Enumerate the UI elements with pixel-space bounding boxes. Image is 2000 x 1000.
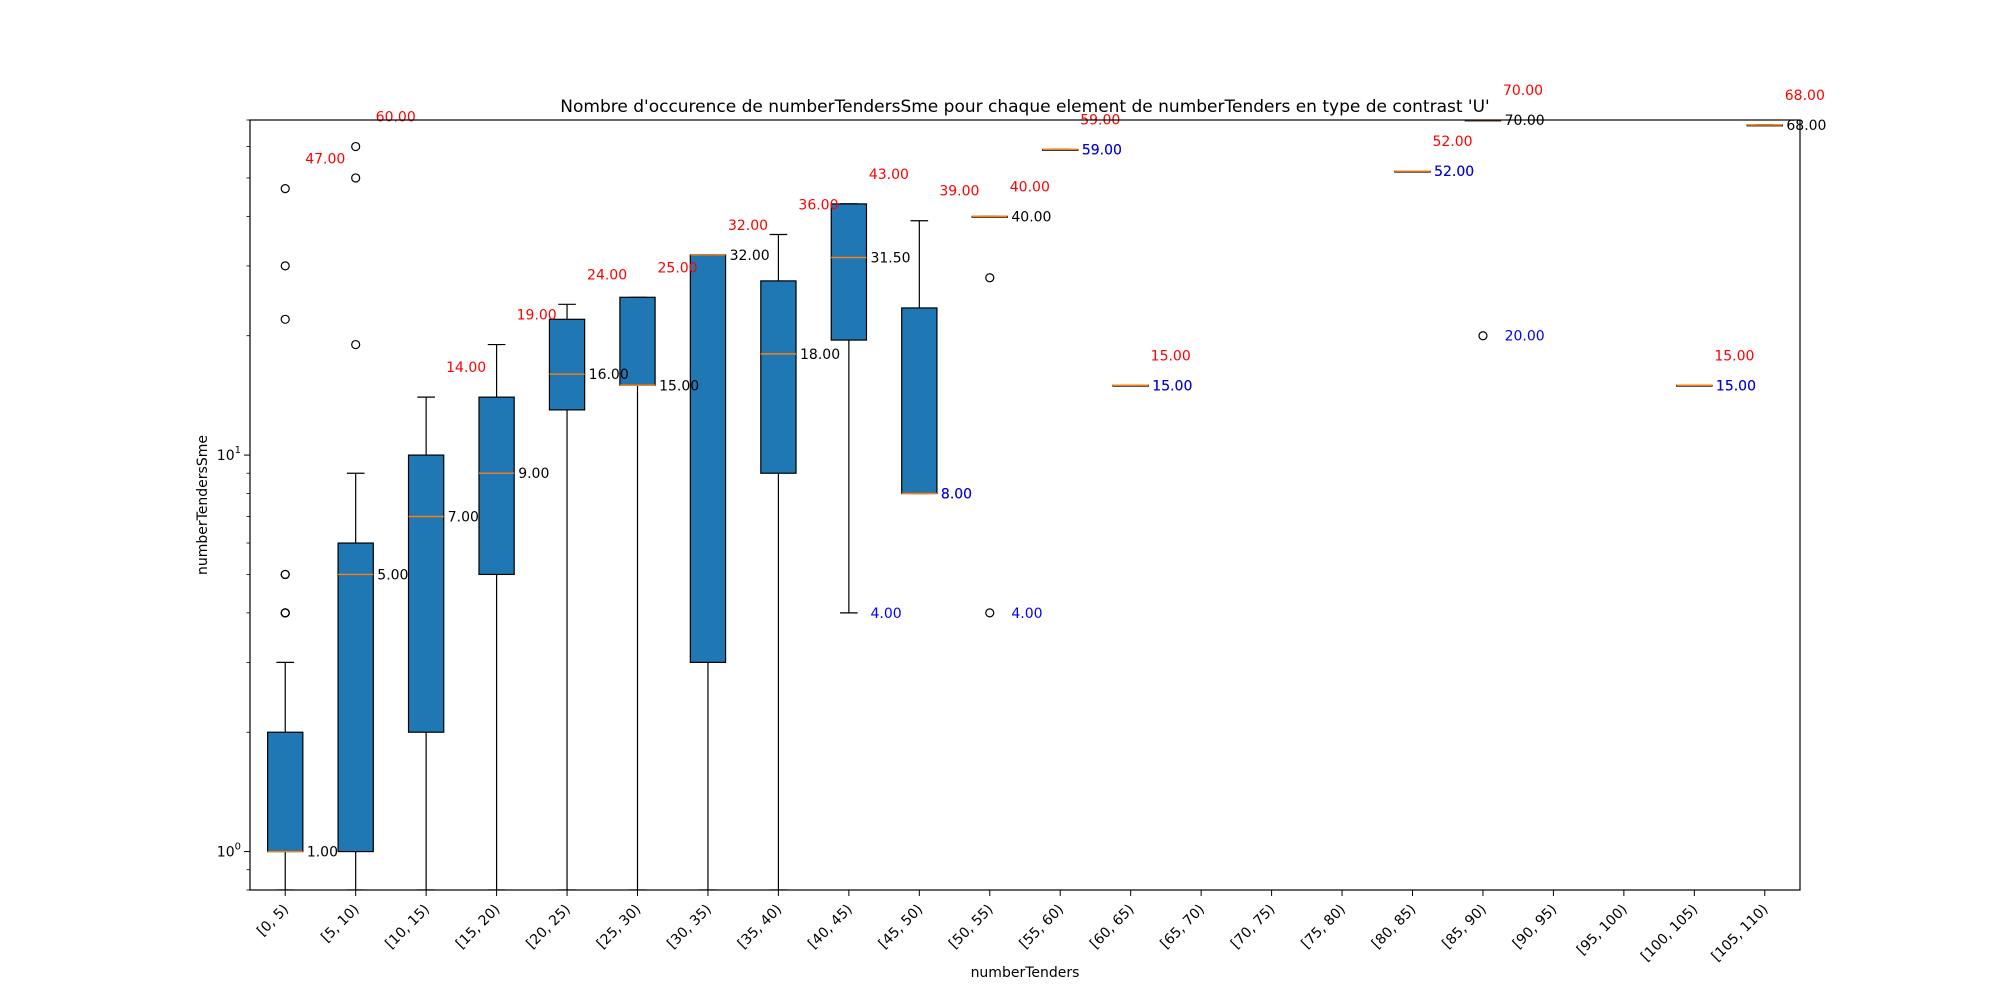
y-tick-label: 101 xyxy=(217,445,241,464)
x-tick-label: [25, 30) xyxy=(594,902,645,953)
x-tick-label: [55, 60) xyxy=(1017,902,1068,953)
x-tick-label: [85, 90) xyxy=(1439,902,1490,953)
max-label: 47.00 xyxy=(305,152,345,168)
max-label: 52.00 xyxy=(1433,134,1473,150)
axes-frame xyxy=(249,119,1801,891)
outlier-point xyxy=(985,273,995,283)
value-labels: 1.00 47.00 5.00 60.00 7.00 14.00 9.00 19.00 16.0… xyxy=(305,83,1826,861)
median-label: 15.00 xyxy=(659,378,699,394)
y-axis-label: numberTendersSme xyxy=(195,435,211,575)
box xyxy=(407,454,445,733)
y-axis: 100 101 xyxy=(217,119,250,891)
max-label: 43.00 xyxy=(869,167,909,183)
min-label: 15.00 xyxy=(1716,378,1756,394)
x-tick-label: [40, 45) xyxy=(805,902,856,953)
x-tick-label: [30, 35) xyxy=(664,902,715,953)
y-tick-label: 100 xyxy=(217,842,241,861)
max-label: 36.00 xyxy=(798,198,838,214)
outlier-point xyxy=(280,569,290,580)
max-label: 19.00 xyxy=(517,308,557,324)
max-label: 32.00 xyxy=(728,218,768,234)
outlier-point xyxy=(351,141,361,152)
x-tick-label: [70, 75) xyxy=(1228,902,1279,953)
max-label: 39.00 xyxy=(939,184,979,200)
median-label: 9.00 xyxy=(518,466,549,482)
max-label: 68.00 xyxy=(1785,88,1825,104)
outlier-point xyxy=(985,608,995,618)
median-label: 8.00 xyxy=(941,487,972,503)
median-label: 1.00 xyxy=(307,845,338,861)
box xyxy=(901,307,938,495)
max-label: 40.00 xyxy=(1010,179,1050,195)
x-axis: [0, 5) [5, 10) [10, 15) [15, 20) [20, 25) [25… xyxy=(254,890,1772,965)
min-label: 20.00 xyxy=(1505,329,1545,345)
median-label: 15.00 xyxy=(1152,378,1192,394)
max-label: 14.00 xyxy=(446,360,486,376)
x-tick-label: [75, 80) xyxy=(1298,902,1349,953)
min-label: 8.00 xyxy=(941,487,972,503)
x-tick-label: [35, 40) xyxy=(735,902,786,953)
x-tick-label: [50, 55) xyxy=(946,902,997,953)
x-tick-label: [45, 50) xyxy=(876,902,927,953)
median-label: 16.00 xyxy=(589,367,629,383)
min-label: 4.00 xyxy=(1011,606,1042,622)
box xyxy=(760,280,797,474)
x-tick-label: [90, 95) xyxy=(1510,902,1561,953)
outlier-point xyxy=(280,314,290,324)
min-label: 4.00 xyxy=(870,606,901,622)
outlier-point xyxy=(1478,331,1488,341)
x-tick-label: [100, 105) xyxy=(1638,902,1701,965)
x-tick-label: [10, 15) xyxy=(382,902,433,953)
median-label: 7.00 xyxy=(448,509,479,525)
max-label: 15.00 xyxy=(1714,348,1754,364)
x-tick-label: [95, 100) xyxy=(1574,902,1631,959)
median-label: 52.00 xyxy=(1434,164,1474,180)
median-label: 18.00 xyxy=(800,347,840,363)
outlier-point xyxy=(280,261,290,271)
box xyxy=(478,396,515,576)
x-tick-label: [60, 65) xyxy=(1087,902,1138,953)
box xyxy=(337,542,374,853)
median-label: 15.00 xyxy=(1716,378,1756,394)
boxes-group xyxy=(267,120,1783,890)
outlier-point xyxy=(351,173,361,183)
x-tick-label: [65, 70) xyxy=(1157,902,1208,953)
max-label: 60.00 xyxy=(376,110,416,126)
min-label: 52.00 xyxy=(1434,164,1474,180)
median-label: 32.00 xyxy=(730,248,770,264)
x-tick-label: [80, 85) xyxy=(1369,902,1420,953)
max-label: 24.00 xyxy=(587,267,627,283)
max-label: 70.00 xyxy=(1503,83,1543,99)
median-label: 40.00 xyxy=(1011,209,1051,225)
x-tick-label: [5, 10) xyxy=(318,902,362,946)
x-tick-label: [105, 110) xyxy=(1708,902,1771,965)
box xyxy=(830,203,868,341)
median-label: 59.00 xyxy=(1082,142,1122,158)
x-tick-label: [0, 5) xyxy=(254,902,292,940)
chart-title: Nombre d'occurence de numberTendersSme p… xyxy=(560,97,1489,117)
outlier-point xyxy=(351,339,361,350)
max-label: 25.00 xyxy=(658,260,698,276)
min-label: 59.00 xyxy=(1082,142,1122,158)
median-label: 68.00 xyxy=(1786,118,1826,134)
outlier-point xyxy=(280,183,290,194)
box xyxy=(548,318,586,411)
min-label: 15.00 xyxy=(1152,378,1192,394)
x-tick-label: [15, 20) xyxy=(453,902,504,953)
median-label: 31.50 xyxy=(870,251,910,267)
box xyxy=(689,254,727,663)
box xyxy=(267,731,304,853)
max-label: 15.00 xyxy=(1151,348,1191,364)
outlier-point xyxy=(280,608,290,618)
median-label: 70.00 xyxy=(1505,113,1545,129)
plot-area: 1.00 47.00 5.00 60.00 7.00 14.00 9.00 19.00 16.0… xyxy=(267,83,1826,890)
x-axis-label: numberTenders xyxy=(971,965,1080,981)
median-label: 5.00 xyxy=(377,567,408,583)
x-tick-label: [20, 25) xyxy=(523,902,574,953)
